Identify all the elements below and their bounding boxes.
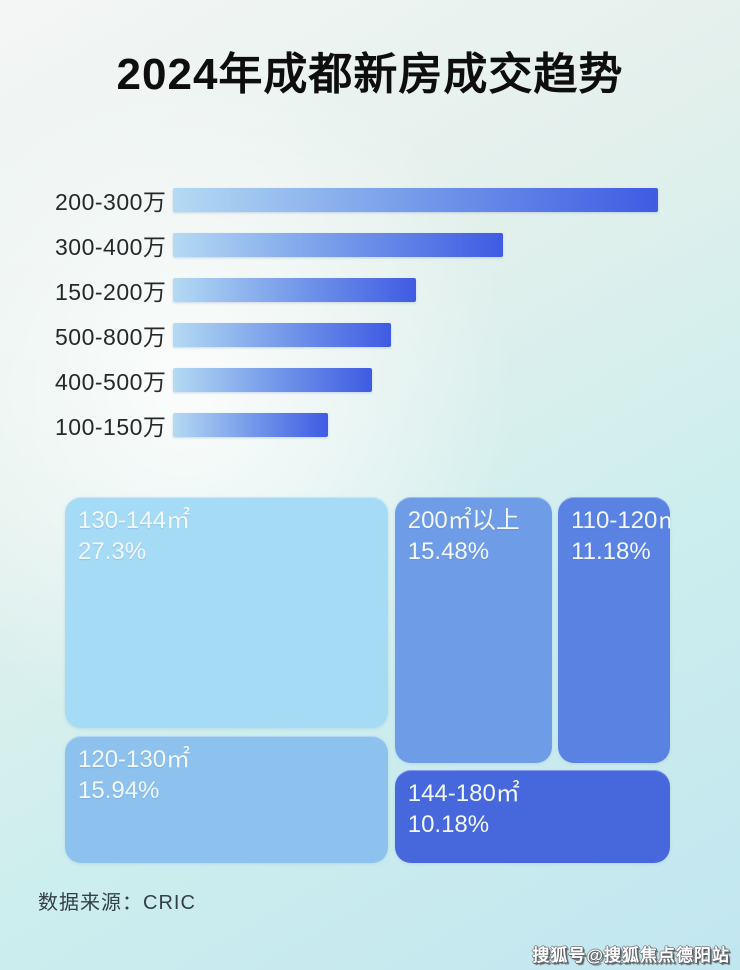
treemap-cell-value: 10.18%: [407, 811, 490, 839]
price-bar-chart: 200-300万 300-400万 150-200万 500-800万 400-500万…: [55, 188, 658, 458]
treemap-cell-value: 15.94%: [78, 776, 160, 804]
bar: [173, 323, 392, 347]
bar-category-label: 500-800万: [55, 324, 167, 350]
bar: [173, 188, 658, 212]
treemap-cell-label: 144-180㎡: [407, 780, 520, 808]
treemap-cell-value: 27.3%: [78, 538, 147, 565]
treemap-cell: 144-180㎡ 10.18%: [394, 770, 670, 863]
treemap-cell-value: 11.18%: [571, 538, 651, 565]
bar-track: [173, 233, 658, 257]
bar-row: 100-150万: [55, 413, 658, 440]
treemap-cell-label: 120-130㎡: [78, 745, 191, 773]
area-treemap: 130-144㎡ 27.3% 200㎡以上 15.48% 110-120㎡ 11.18% 1…: [65, 497, 670, 863]
bar: [173, 233, 503, 257]
treemap-cell-label: 110-120㎡: [571, 507, 670, 534]
treemap-cell: 110-120㎡ 11.18%: [558, 497, 670, 764]
bar-row: 400-500万: [55, 368, 658, 395]
bar-category-label: 150-200万: [55, 279, 167, 305]
bar-row: 150-200万: [55, 278, 658, 305]
bar: [173, 278, 416, 302]
bar-track: [173, 278, 658, 302]
bar-category-label: 200-300万: [55, 189, 167, 215]
bar-track: [173, 368, 658, 392]
bar-row: 300-400万: [55, 233, 658, 260]
treemap-cell-label: 130-144㎡: [78, 507, 191, 534]
treemap-cell: 130-144㎡ 27.3%: [65, 497, 389, 728]
treemap-cell: 120-130㎡ 15.94%: [65, 735, 389, 863]
bar-row: 200-300万: [55, 188, 658, 215]
bar-track: [173, 323, 658, 347]
bar-category-label: 400-500万: [55, 369, 167, 395]
treemap-cell-value: 15.48%: [407, 538, 490, 565]
bar: [173, 368, 372, 392]
data-source-label: 数据来源：CRIC: [38, 892, 196, 914]
page-title: 2024年成都新房成交趋势: [116, 50, 624, 99]
treemap-cell: 200㎡以上 15.48%: [394, 497, 553, 764]
bar-category-label: 100-150万: [55, 414, 167, 440]
sohu-watermark: 搜狐号@搜狐焦点德阳站: [532, 946, 730, 965]
bar-category-label: 300-400万: [55, 234, 167, 260]
bar-row: 500-800万: [55, 323, 658, 350]
bar-track: [173, 188, 658, 212]
bar: [173, 413, 329, 437]
bar-track: [173, 413, 658, 437]
treemap-cell-label: 200㎡以上: [407, 507, 520, 534]
